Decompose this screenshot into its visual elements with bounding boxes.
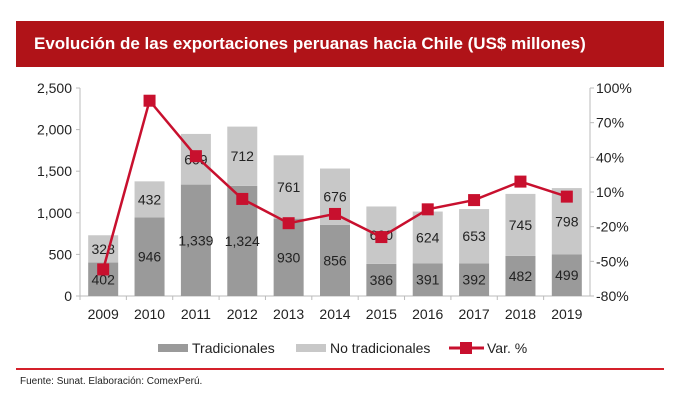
right-tick-label: 10% [596,184,624,200]
bar-no-tradicionales [227,126,258,186]
footer-divider [16,368,664,370]
data-label-no-tradicionales: 798 [555,213,579,229]
bar-tradicionales [180,184,211,296]
x-tick-label: 2014 [319,306,350,322]
legend-label-no-tradicionales: No tradicionales [330,340,430,356]
data-label-tradicionales: 1,339 [178,232,213,248]
var-marker [143,94,156,107]
data-label-tradicionales: 386 [370,272,394,288]
bar-no-tradicionales [505,193,536,256]
x-tick-label: 2019 [551,306,582,322]
data-label-tradicionales: 392 [462,272,486,288]
var-marker [329,207,341,220]
legend-label-tradicionales: Tradicionales [192,340,275,356]
var-marker [189,150,202,163]
var-marker [236,192,249,205]
data-label-no-tradicionales: 761 [277,179,301,195]
bar-tradicionales [551,254,582,296]
right-tick-label: -50% [596,253,629,269]
x-tick-label: 2009 [88,306,119,322]
data-label-tradicionales: 930 [277,249,301,265]
data-label-tradicionales: 856 [323,252,347,268]
legend-marker-var [460,342,472,354]
data-label-no-tradicionales: 624 [416,230,440,246]
bar-tradicionales [320,224,350,296]
data-label-no-tradicionales: 653 [462,228,486,244]
var-marker [375,231,388,244]
left-tick-label: 0 [64,288,72,304]
legend-swatch-tradicionales [158,344,188,352]
left-tick-label: 500 [49,246,73,262]
source-note: Fuente: Sunat. Elaboración: ComexPerú. [20,376,203,387]
var-marker [468,194,481,207]
data-label-tradicionales: 499 [555,267,579,283]
bar-tradicionales [134,217,165,296]
bar-no-tradicionales [412,211,443,264]
right-tick-label: -20% [596,219,629,235]
x-tick-label: 2012 [227,306,258,322]
var-marker [560,190,573,203]
var-marker [282,217,295,230]
data-label-no-tradicionales: 712 [231,148,255,164]
data-label-tradicionales: 1,324 [225,233,260,249]
var-marker [421,203,434,216]
right-tick-label: -80% [596,288,629,304]
data-label-tradicionales: 391 [416,272,440,288]
bar-no-tradicionales [134,181,165,218]
x-tick-label: 2015 [366,306,397,322]
right-tick-label: 40% [596,149,624,165]
left-tick-label: 2,000 [37,122,72,138]
x-tick-label: 2017 [459,306,490,322]
left-tick-label: 2,500 [37,80,72,96]
right-tick-label: 100% [596,80,632,96]
left-tick-label: 1,500 [37,163,72,179]
x-tick-label: 2013 [273,306,304,322]
bar-tradicionales [366,263,397,296]
data-label-no-tradicionales: 745 [509,217,533,233]
bar-no-tradicionales [459,209,490,264]
bar-no-tradicionales [88,235,119,263]
var-marker [97,263,110,276]
right-tick-label: 70% [596,115,624,131]
bar-tradicionales [412,263,443,296]
data-label-tradicionales: 482 [509,268,533,284]
bar-tradicionales [459,263,490,296]
legend-label-var: Var. % [487,340,527,356]
x-tick-label: 2010 [134,306,165,322]
chart-title: Evolución de las exportaciones peruanas … [16,21,664,67]
bar-no-tradicionales [273,155,304,219]
data-label-no-tradicionales: 432 [138,191,162,207]
left-tick-label: 1,000 [37,205,72,221]
x-tick-label: 2018 [505,306,536,322]
bar-tradicionales [273,218,304,296]
data-label-no-tradicionales: 676 [323,189,347,205]
var-marker [514,175,527,188]
bar-tradicionales [505,255,536,296]
x-tick-label: 2016 [412,306,443,322]
data-label-tradicionales: 946 [138,249,162,265]
legend-swatch-no-tradicionales [296,344,326,352]
x-tick-label: 2011 [181,306,211,322]
